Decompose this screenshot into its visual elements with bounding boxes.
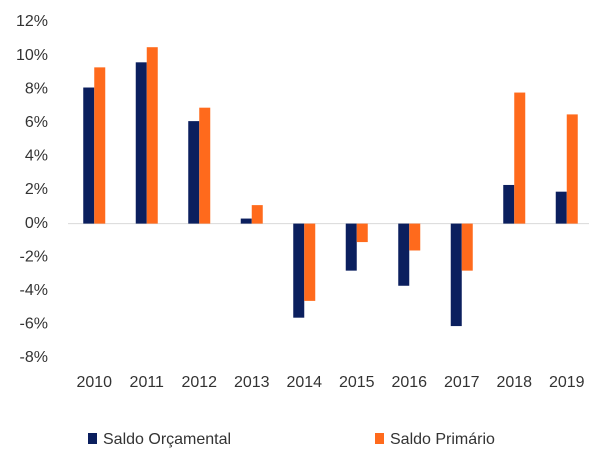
legend-swatch bbox=[88, 433, 97, 444]
bar bbox=[199, 107, 211, 224]
bar bbox=[409, 223, 421, 251]
x-tick-label: 2015 bbox=[339, 374, 375, 391]
y-tick-label: -8% bbox=[20, 349, 48, 366]
y-tick-label: 12% bbox=[16, 13, 48, 30]
y-tick-label: -2% bbox=[20, 248, 48, 265]
y-tick-label: -4% bbox=[20, 282, 48, 299]
x-tick-label: 2012 bbox=[181, 374, 217, 391]
x-tick-label: 2014 bbox=[286, 374, 322, 391]
x-tick-label: 2018 bbox=[496, 374, 532, 391]
y-tick-label: 6% bbox=[25, 114, 48, 131]
x-tick-label: 2010 bbox=[76, 374, 112, 391]
x-tick-label: 2019 bbox=[549, 374, 585, 391]
bar bbox=[94, 67, 106, 224]
legend-label: Saldo Primário bbox=[390, 431, 495, 448]
bar bbox=[251, 205, 263, 224]
y-tick-label: -6% bbox=[20, 316, 48, 333]
bar bbox=[240, 218, 252, 224]
bar bbox=[304, 223, 316, 301]
bar bbox=[555, 191, 567, 224]
legend-label: Saldo Orçamental bbox=[103, 431, 231, 448]
x-tick-label: 2017 bbox=[444, 374, 480, 391]
legend-swatch bbox=[375, 433, 384, 444]
x-tick-label: 2013 bbox=[234, 374, 270, 391]
bar bbox=[566, 114, 578, 224]
bar bbox=[514, 92, 526, 224]
y-tick-label: 0% bbox=[25, 215, 48, 232]
bar bbox=[450, 223, 462, 327]
bar bbox=[356, 223, 368, 243]
bar bbox=[345, 223, 357, 271]
bar bbox=[398, 223, 410, 286]
bar bbox=[461, 223, 473, 271]
bar bbox=[188, 121, 200, 224]
y-tick-label: 10% bbox=[16, 47, 48, 64]
bar bbox=[503, 184, 515, 224]
x-tick-label: 2016 bbox=[391, 374, 427, 391]
x-tick-label: 2011 bbox=[130, 374, 165, 391]
bar bbox=[146, 47, 158, 224]
y-tick-label: 8% bbox=[25, 80, 48, 97]
bar bbox=[135, 62, 147, 224]
y-tick-label: 4% bbox=[25, 148, 48, 165]
bar bbox=[83, 87, 95, 224]
bar bbox=[293, 223, 305, 318]
y-tick-label: 2% bbox=[25, 181, 48, 198]
